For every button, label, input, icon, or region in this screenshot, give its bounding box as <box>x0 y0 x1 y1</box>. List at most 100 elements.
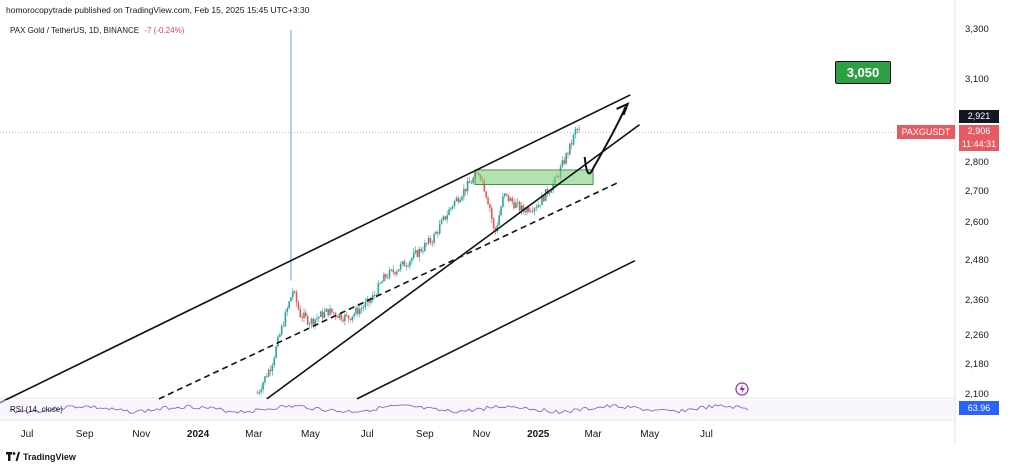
candle-66 <box>379 282 382 285</box>
candle-body <box>569 143 571 155</box>
candle-body <box>442 216 445 220</box>
candle-47 <box>344 313 346 326</box>
candle-body <box>284 311 287 327</box>
y-tick-label: 2,480 <box>965 254 989 266</box>
candle-body <box>531 210 534 212</box>
rsi-line <box>9 404 749 414</box>
candle-body <box>524 210 527 213</box>
candle-body <box>360 308 363 310</box>
candle-body <box>381 281 383 284</box>
candle-75 <box>396 269 398 277</box>
candle-body <box>390 269 393 271</box>
candle-body <box>496 225 499 232</box>
candle-body <box>483 180 486 192</box>
candle-57 <box>362 304 365 312</box>
candle-39 <box>329 304 331 316</box>
candle-6 <box>267 367 270 378</box>
candle-body <box>412 252 415 259</box>
candle-131 <box>500 204 502 217</box>
publish-info: homorocopytrade published on TradingView… <box>6 5 310 15</box>
candle-96 <box>435 230 437 235</box>
candle-body <box>312 318 315 325</box>
x-tick-label: Jul <box>700 429 713 440</box>
candle-78 <box>401 260 404 266</box>
candle-100 <box>442 214 445 222</box>
candle-36 <box>323 307 326 319</box>
candle-body <box>561 160 564 167</box>
candle-1 <box>258 389 261 396</box>
candle-body <box>342 319 344 322</box>
candle-body <box>353 313 355 317</box>
candle-85 <box>414 246 417 255</box>
candle-body <box>455 197 458 202</box>
candle-body <box>411 258 413 262</box>
candle-95 <box>433 231 435 246</box>
symbol-legend[interactable]: PAX Gold / TetherUS, 1D, BINANCE -7 (-0.… <box>10 26 184 35</box>
candle-153 <box>541 192 543 206</box>
candle-54 <box>357 303 359 318</box>
candle-73 <box>392 265 395 275</box>
tradingview-logo[interactable]: TradingView <box>6 452 76 462</box>
candle-body <box>461 196 463 200</box>
candle-body <box>535 207 538 209</box>
candle-93 <box>429 235 432 246</box>
candle-body <box>308 323 311 325</box>
candle-body <box>424 243 426 251</box>
candle-body <box>332 312 335 314</box>
candle-body <box>437 232 439 234</box>
candle-18 <box>290 296 292 302</box>
candle-40 <box>331 308 333 314</box>
candle-body <box>502 196 504 207</box>
candle-8 <box>271 362 274 376</box>
candle-body <box>543 195 545 202</box>
lightning-icon <box>739 384 745 394</box>
candle-body <box>316 318 318 320</box>
candle-114 <box>468 176 471 184</box>
candle-body <box>388 270 391 278</box>
candle-body <box>472 177 474 184</box>
candle-71 <box>388 267 391 280</box>
candle-body <box>414 250 417 253</box>
x-tick-label: 2024 <box>186 429 210 440</box>
candle-body <box>533 207 536 212</box>
candle-body <box>440 219 443 225</box>
rsi-label[interactable]: RSI (14, close) <box>10 405 63 414</box>
candle-body <box>464 188 467 192</box>
candle-body <box>520 205 523 211</box>
price-change: -7 (-0.24%) <box>144 26 185 35</box>
candle-89 <box>422 246 424 255</box>
tradingview-logo-icon <box>6 452 20 461</box>
candle-34 <box>319 310 322 317</box>
candle-body <box>528 207 530 212</box>
candle-164 <box>561 156 564 168</box>
candle-48 <box>345 311 348 317</box>
y-tick-label: 2,800 <box>965 156 989 168</box>
candle-body <box>420 248 422 252</box>
symbol-name: PAX Gold / TetherUS, 1D, BINANCE <box>10 26 140 35</box>
x-tick-label: Nov <box>472 429 491 440</box>
candle-body <box>398 269 400 272</box>
trendlines-layer <box>0 94 641 404</box>
tradingview-brand: TradingView <box>23 452 76 462</box>
high-price-tag: 2,921 <box>959 110 999 123</box>
y-tick-label: 2,600 <box>965 216 989 228</box>
candle-body <box>305 312 307 316</box>
candle-body <box>409 261 411 266</box>
candle-body <box>271 365 274 372</box>
rsi-pane <box>0 382 955 418</box>
x-tick-label: Sep <box>415 429 434 440</box>
candle-body <box>505 193 508 195</box>
candle-102 <box>446 210 448 224</box>
candle-body <box>280 325 283 335</box>
x-tick-label: May <box>301 429 320 440</box>
candle-body <box>526 207 528 213</box>
candle-7 <box>269 365 272 376</box>
candle-44 <box>338 313 341 320</box>
candle-body <box>396 271 398 275</box>
y-tick-label: 2,100 <box>965 389 989 400</box>
y-tick-label: 3,100 <box>965 74 989 86</box>
candle-body <box>425 243 428 244</box>
candle-body <box>256 393 259 394</box>
candle-body <box>262 382 264 390</box>
